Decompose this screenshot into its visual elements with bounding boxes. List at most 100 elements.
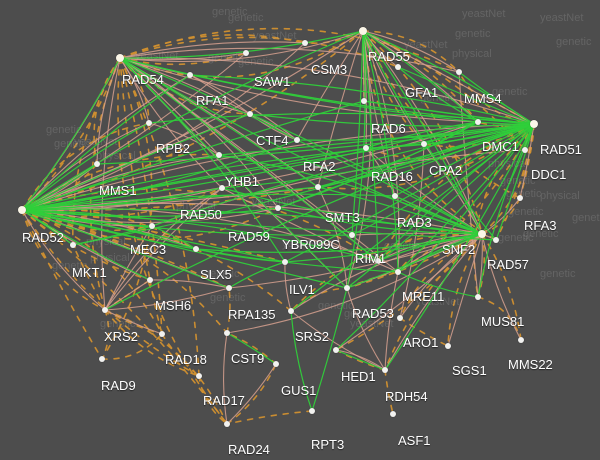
node-sgs1[interactable] <box>445 343 451 349</box>
node-rad52[interactable] <box>18 206 26 214</box>
node-label-msh6[interactable]: MSH6 <box>155 298 192 313</box>
node-rad57[interactable] <box>493 237 499 243</box>
node-label-rdh54[interactable]: RDH54 <box>385 389 428 404</box>
node-ybr099c[interactable] <box>349 232 355 238</box>
node-rad53[interactable] <box>344 285 350 291</box>
node-label-ybr099c[interactable]: YBR099C <box>282 237 340 252</box>
node-rad6[interactable] <box>361 98 367 104</box>
node-label-rim1[interactable]: RIM1 <box>355 251 387 266</box>
node-saw1[interactable] <box>243 50 249 56</box>
node-rad54[interactable] <box>116 54 124 62</box>
node-label-hed1[interactable]: HED1 <box>341 369 376 384</box>
node-dmc1[interactable] <box>475 119 481 125</box>
node-srs2[interactable] <box>288 308 294 314</box>
node-rad59[interactable] <box>275 205 281 211</box>
node-label-rpt3[interactable]: RPT3 <box>311 437 345 452</box>
node-rfa1[interactable] <box>187 72 193 78</box>
node-rad17[interactable] <box>196 373 202 379</box>
node-label-rad24[interactable]: RAD24 <box>228 442 270 457</box>
node-rim1[interactable] <box>375 258 381 264</box>
node-label-mms22[interactable]: MMS22 <box>508 357 553 372</box>
node-label-rad9[interactable]: RAD9 <box>101 378 136 393</box>
node-smt3[interactable] <box>315 184 321 190</box>
node-mus81[interactable] <box>475 294 481 300</box>
node-label-mkt1[interactable]: MKT1 <box>72 265 107 280</box>
node-label-mre11[interactable]: MRE11 <box>402 289 445 304</box>
node-mms1[interactable] <box>94 161 100 167</box>
node-label-saw1[interactable]: SAW1 <box>254 74 291 89</box>
node-label-srs2[interactable]: SRS2 <box>295 329 329 344</box>
node-rad16[interactable] <box>363 145 369 151</box>
node-rpb2[interactable] <box>146 120 152 126</box>
node-cst9[interactable] <box>224 330 230 336</box>
node-rad55[interactable] <box>359 27 367 35</box>
node-label-mms1[interactable]: MMS1 <box>99 183 137 198</box>
node-rpa135[interactable] <box>226 285 232 291</box>
node-label-yhb1[interactable]: YHB1 <box>225 174 259 189</box>
node-slx5[interactable] <box>193 246 199 252</box>
node-label-rad3[interactable]: RAD3 <box>397 215 432 230</box>
node-label-gus1[interactable]: GUS1 <box>281 383 317 398</box>
node-label-rfa1[interactable]: RFA1 <box>196 93 229 108</box>
node-yhb1[interactable] <box>216 152 222 158</box>
node-label-csm3[interactable]: CSM3 <box>311 62 348 77</box>
node-label-smt3[interactable]: SMT3 <box>325 210 360 225</box>
node-ilv1[interactable] <box>282 259 288 265</box>
node-label-rad6[interactable]: RAD6 <box>371 121 406 136</box>
node-label-rad55[interactable]: RAD55 <box>368 49 410 64</box>
node-label-aro1[interactable]: ARO1 <box>403 335 439 350</box>
node-label-rad17[interactable]: RAD17 <box>203 393 245 408</box>
node-label-rpb2[interactable]: RPB2 <box>156 141 190 156</box>
node-rad18[interactable] <box>159 331 165 337</box>
node-rad51[interactable] <box>530 120 538 128</box>
node-label-cst9[interactable]: CST9 <box>231 351 265 366</box>
node-rad9[interactable] <box>99 356 105 362</box>
node-cpa2[interactable] <box>421 141 427 147</box>
node-label-sgs1[interactable]: SGS1 <box>452 363 487 378</box>
node-label-rpa135[interactable]: RPA135 <box>228 307 276 322</box>
node-hed1[interactable] <box>333 347 339 353</box>
node-asf1[interactable] <box>390 411 396 417</box>
node-msh6[interactable] <box>147 277 153 283</box>
node-aro1[interactable] <box>397 315 403 321</box>
node-label-asf1[interactable]: ASF1 <box>398 433 431 448</box>
node-rad3[interactable] <box>392 193 398 199</box>
node-ctf4[interactable] <box>247 111 253 117</box>
node-label-rad54[interactable]: RAD54 <box>122 72 164 87</box>
node-mms22[interactable] <box>518 337 524 343</box>
node-label-dmc1[interactable]: DMC1 <box>482 139 519 154</box>
node-rad50[interactable] <box>219 185 225 191</box>
node-mms4[interactable] <box>456 69 462 75</box>
node-label-xrs2[interactable]: XRS2 <box>104 329 138 344</box>
node-rad24[interactable] <box>224 421 230 427</box>
node-rpt3[interactable] <box>309 408 315 414</box>
node-gfa1[interactable] <box>395 64 401 70</box>
node-label-rad16[interactable]: RAD16 <box>371 169 413 184</box>
node-label-mus81[interactable]: MUS81 <box>481 314 525 329</box>
node-label-snf2[interactable]: SNF2 <box>442 242 476 257</box>
node-snf2[interactable] <box>478 230 486 238</box>
node-label-rad59[interactable]: RAD59 <box>228 229 270 244</box>
node-label-rad51[interactable]: RAD51 <box>540 142 582 157</box>
node-label-ilv1[interactable]: ILV1 <box>289 282 315 297</box>
node-mkt1[interactable] <box>70 242 76 248</box>
node-gus1[interactable] <box>273 361 279 367</box>
node-label-rfa2[interactable]: RFA2 <box>303 159 336 174</box>
node-label-mms4[interactable]: MMS4 <box>464 91 502 106</box>
node-rfa2[interactable] <box>294 137 300 143</box>
node-label-rad53[interactable]: RAD53 <box>352 306 394 321</box>
node-label-rad57[interactable]: RAD57 <box>487 257 529 272</box>
node-label-rad18[interactable]: RAD18 <box>165 352 207 367</box>
node-rfa3[interactable] <box>517 195 523 201</box>
node-label-cpa2[interactable]: CPA2 <box>429 163 462 178</box>
node-label-rad52[interactable]: RAD52 <box>22 230 64 245</box>
node-label-ctf4[interactable]: CTF4 <box>256 133 289 148</box>
node-csm3[interactable] <box>302 40 308 46</box>
node-mec3[interactable] <box>149 223 155 229</box>
node-label-slx5[interactable]: SLX5 <box>200 267 232 282</box>
node-label-rfa3[interactable]: RFA3 <box>524 218 557 233</box>
node-rdh54[interactable] <box>382 367 388 373</box>
node-label-rad50[interactable]: RAD50 <box>180 207 222 222</box>
node-mre11[interactable] <box>395 269 401 275</box>
